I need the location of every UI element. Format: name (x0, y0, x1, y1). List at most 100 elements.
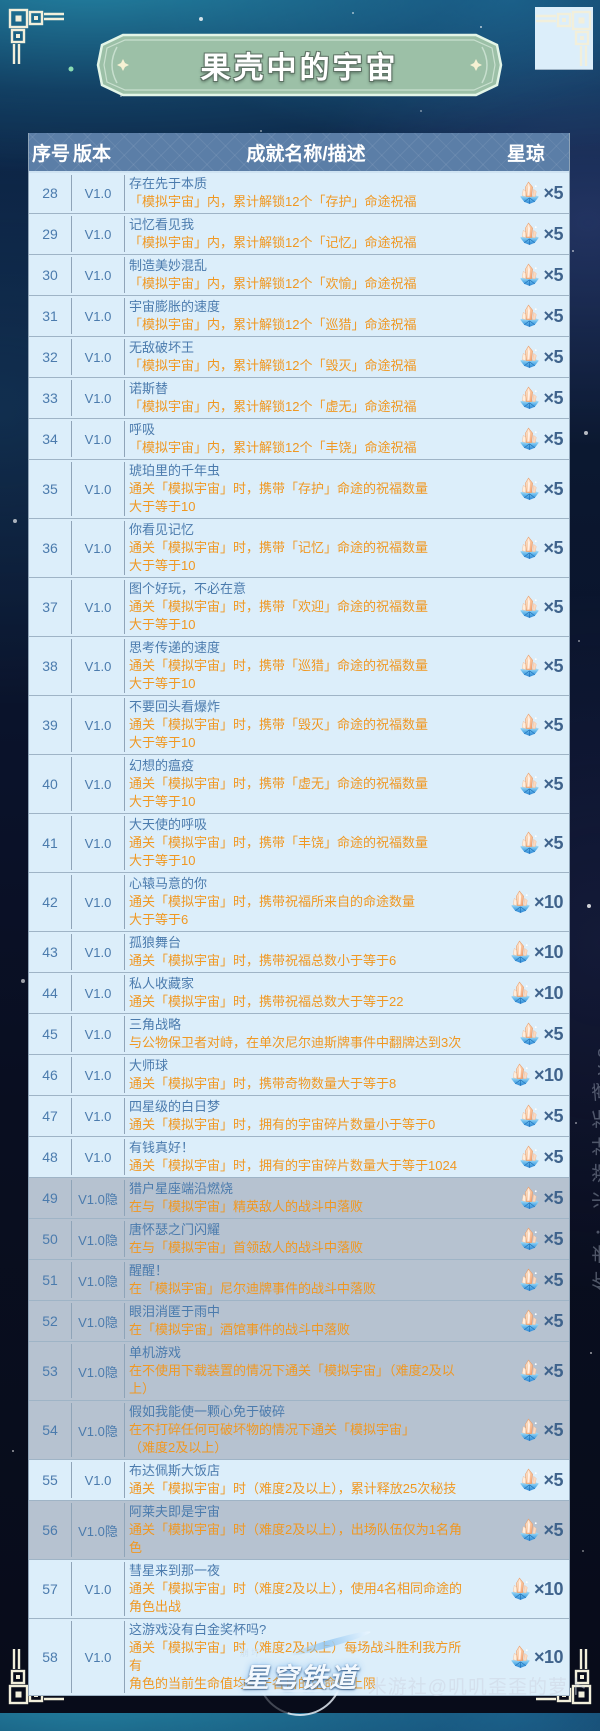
achievement-number: 51 (29, 1262, 72, 1298)
table-row: 28 V1.0 存在先于本质 「模拟宇宙」内，累计解锁12个「存护」命途祝福 ×… (29, 173, 569, 214)
achievement-name: 大师球 (129, 1058, 169, 1073)
stellar-jade-icon (520, 1418, 540, 1441)
achievement-name: 猎户星座端沿燃烧 (129, 1181, 234, 1196)
achievement-description: 通关「模拟宇宙」时，拥有的宇宙碎片数量大于等于1024 (129, 1158, 457, 1173)
column-header-version: 版本 (73, 143, 112, 165)
table-header-row: 序号 版本 成就名称/描述 星琼 (29, 133, 569, 173)
reward-cell: ×5 (475, 1180, 569, 1216)
achievement-name: 假如我能使一颗心免于破碎 (129, 1404, 286, 1419)
reward-amount: ×5 (543, 1310, 563, 1331)
stellar-jade-icon (520, 772, 540, 795)
table-row: 56 V1.0隐 阿莱夫即是宇宙 通关「模拟宇宙」时（难度2及以上），出场队伍仅… (29, 1501, 569, 1560)
reward-cell: ×5 (475, 298, 569, 334)
stellar-jade-icon (511, 1063, 530, 1086)
reward-cell: ×5 (475, 580, 569, 634)
achievement-description: 在与「模拟宇宙」首领敌人的战斗中落败 (129, 1240, 364, 1255)
stellar-jade-icon (520, 1227, 540, 1250)
achievement-number: 46 (29, 1057, 72, 1093)
achievement-version: V1.0隐 (72, 1180, 125, 1216)
stellar-jade-icon (520, 1309, 540, 1332)
reward-cell: ×5 (475, 1221, 569, 1257)
achievement-cell: 大师球 通关「模拟宇宙」时，携带奇物数量大于等于8 (125, 1057, 475, 1093)
reward-amount: ×5 (543, 655, 563, 676)
achievement-name: 彗星来到那一夜 (129, 1563, 221, 1578)
reward-cell: ×5 (475, 1098, 569, 1134)
reward-amount: ×10 (533, 891, 564, 912)
achievement-cell: 你看见记忆 通关「模拟宇宙」时，携带「记忆」命途的祝福数量 大于等于10 (125, 521, 475, 575)
achievement-number: 39 (29, 698, 72, 752)
achievement-number: 47 (29, 1098, 72, 1134)
achievement-description: 通关「模拟宇宙」时，携带「巡猎」命途的祝福数量 大于等于10 (129, 658, 429, 691)
reward-amount: ×10 (533, 941, 564, 962)
achievement-description: 通关「模拟宇宙」时，携带「记忆」命途的祝福数量 大于等于10 (129, 540, 429, 573)
reward-cell: ×10 (475, 1562, 569, 1616)
achievement-cell: 三角战略 与公物保卫者对峙，在单次尼尔迪斯牌事件中翻牌达到3次 (125, 1016, 475, 1052)
stellar-jade-icon (511, 981, 530, 1004)
stellar-jade-icon (520, 304, 540, 327)
achievement-cell: 诺斯替 「模拟宇宙」内，累计解锁12个「虚无」命途祝福 (125, 380, 475, 416)
achievement-cell: 醒醒！ 在「模拟宇宙」尼尔迪牌事件的战斗中落败 (125, 1262, 475, 1298)
table-row: 55 V1.0 布达佩斯大饭店 通关「模拟宇宙」时（难度2及以上），累计释放25… (29, 1460, 569, 1501)
achievement-version: V1.0 (72, 175, 125, 211)
stellar-jade-icon (520, 713, 540, 736)
reward-amount: ×5 (543, 478, 563, 499)
achievement-cell: 琥珀里的千年虫 通关「模拟宇宙」时，携带「存护」命途的祝福数量 大于等于10 (125, 462, 475, 516)
achievement-version: V1.0 (72, 1562, 125, 1616)
achievement-cell: 大天使的呼吸 通关「模拟宇宙」时，携带「丰饶」命途的祝福数量 大于等于10 (125, 816, 475, 870)
table-row: 35 V1.0 琥珀里的千年虫 通关「模拟宇宙」时，携带「存护」命途的祝福数量 … (29, 460, 569, 519)
table-row: 39 V1.0 不要回头看爆炸 通关「模拟宇宙」时，携带「毁灭」命途的祝福数量 … (29, 696, 569, 755)
table-row: 34 V1.0 呼吸 「模拟宇宙」内，累计解锁12个「丰饶」命途祝福 ×5 (29, 419, 569, 460)
stellar-jade-icon (520, 345, 540, 368)
achievements-table: 序号 版本 成就名称/描述 星琼 28 V1.0 存在先于本质 「模拟宇宙」内，… (28, 133, 570, 1696)
achievement-description: 通关「模拟宇宙」时（难度2及以上）每场战斗胜利我方所有 角色的当前生命值均等于各… (129, 1640, 462, 1691)
stellar-jade-icon (511, 1645, 530, 1668)
reward-cell: ×10 (475, 1057, 569, 1093)
table-row: 40 V1.0 幻想的瘟疫 通关「模拟宇宙」时，携带「虚无」命途的祝福数量 大于… (29, 755, 569, 814)
achievement-version: V1.0隐 (72, 1303, 125, 1339)
achievement-number: 52 (29, 1303, 72, 1339)
achievement-description: 通关「模拟宇宙」时，携带「丰饶」命途的祝福数量 大于等于10 (129, 835, 429, 868)
table-row: 51 V1.0隐 醒醒！ 在「模拟宇宙」尼尔迪牌事件的战斗中落败 ×5 (29, 1260, 569, 1301)
stellar-jade-icon (520, 595, 540, 618)
stellar-jade-icon (520, 477, 540, 500)
achievement-number: 50 (29, 1221, 72, 1257)
reward-amount: ×5 (543, 1146, 563, 1167)
achievement-number: 34 (29, 421, 72, 457)
achievement-cell: 眼泪消匿于雨中 在「模拟宇宙」酒馆事件的战斗中落败 (125, 1303, 475, 1339)
stellar-jade-icon (511, 1577, 530, 1600)
achievement-name: 记忆看见我 (129, 217, 195, 232)
achievement-name: 单机游戏 (129, 1345, 182, 1360)
table-row: 37 V1.0 图个好玩，不必在意 通关「模拟宇宙」时，携带「欢迎」命途的祝福数… (29, 578, 569, 637)
achievement-description: 通关「模拟宇宙」时（难度2及以上），使用4名相同命途的 角色出战 (129, 1581, 462, 1614)
achievement-version: V1.0 (72, 816, 125, 870)
reward-amount: ×5 (543, 596, 563, 617)
achievement-number: 44 (29, 975, 72, 1011)
achievement-cell: 无敌破坏王 「模拟宇宙」内，累计解锁12个「毁灭」命途祝福 (125, 339, 475, 375)
reward-cell: ×5 (475, 421, 569, 457)
achievement-version: V1.0 (72, 975, 125, 1011)
table-row: 58 V1.0 这游戏没有白金奖杯吗? 通关「模拟宇宙」时（难度2及以上）每场战… (29, 1619, 569, 1696)
reward-cell: ×5 (475, 257, 569, 293)
table-row: 36 V1.0 你看见记忆 通关「模拟宇宙」时，携带「记忆」命途的祝福数量 大于… (29, 519, 569, 578)
achievement-description: 通关「模拟宇宙」时，携带「欢迎」命途的祝福数量 大于等于10 (129, 599, 429, 632)
achievement-name: 宇宙膨胀的速度 (129, 299, 221, 314)
achievement-version: V1.0 (72, 380, 125, 416)
reward-cell: ×5 (475, 1262, 569, 1298)
achievement-name: 眼泪消匿于雨中 (129, 1304, 221, 1319)
page-title: 果壳中的宇宙 (200, 52, 399, 85)
reward-cell: ×5 (475, 175, 569, 211)
starfield-background (0, 0, 2, 2)
achievement-version: V1.0 (72, 421, 125, 457)
stellar-jade-icon (520, 1186, 540, 1209)
reward-cell: ×5 (475, 1139, 569, 1175)
achievement-number: 45 (29, 1016, 72, 1052)
stellar-jade-icon (520, 1022, 540, 1045)
table-row: 48 V1.0 有钱真好！ 通关「模拟宇宙」时，拥有的宇宙碎片数量大于等于102… (29, 1137, 569, 1178)
achievement-cell: 猎户星座端沿燃烧 在与「模拟宇宙」精英敌人的战斗中落败 (125, 1180, 475, 1216)
achievement-name: 无敌破坏王 (129, 340, 195, 355)
table-row: 29 V1.0 记忆看见我 「模拟宇宙」内，累计解锁12个「记忆」命途祝福 ×5 (29, 214, 569, 255)
achievement-description: 「模拟宇宙」内，累计解锁12个「记忆」命途祝福 (129, 235, 417, 250)
reward-cell: ×5 (475, 339, 569, 375)
achievement-cell: 假如我能使一颗心免于破碎 在不打碎任何可破坏物的情况下通关「模拟宇宙」 （难度2… (125, 1403, 475, 1457)
achievement-cell: 私人收藏家 通关「模拟宇宙」时，携带祝福总数大于等于22 (125, 975, 475, 1011)
